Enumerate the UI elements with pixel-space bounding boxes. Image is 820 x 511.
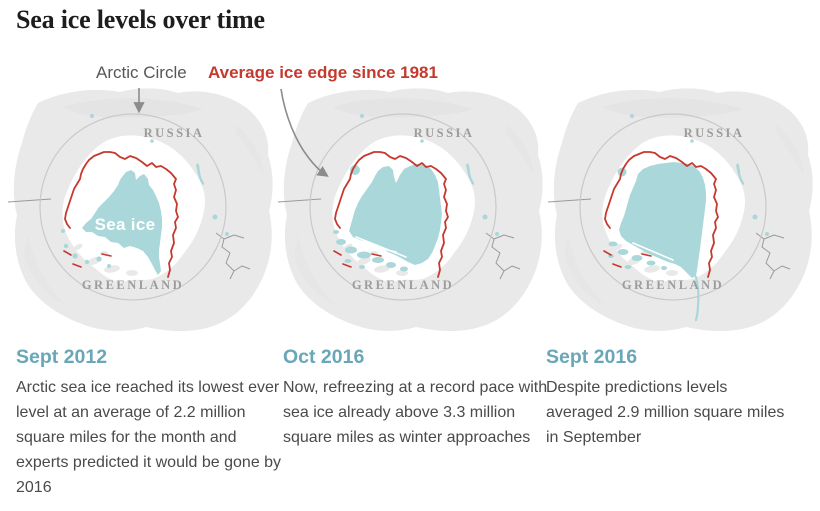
russia-label: RUSSIA <box>684 126 745 140</box>
caption-heading: Oct 2016 <box>283 346 365 368</box>
map-sept-2012: RUSSIA GREENLAND Sea ice <box>7 85 278 335</box>
map-sept-2016: RUSSIA GREENLAND <box>547 85 818 335</box>
page-title: Sea ice levels over time <box>16 5 265 34</box>
arctic-circle-label: Arctic Circle <box>96 63 187 82</box>
greenland-label: GREENLAND <box>622 278 724 292</box>
captions-row: Sept 2012 Arctic sea ice reached its low… <box>0 346 820 511</box>
avg-ice-edge-label: Average ice edge since 1981 <box>208 63 438 82</box>
greenland-label: GREENLAND <box>352 278 454 292</box>
caption-sept-2016: Sept 2016 Despite predictions levels ave… <box>546 346 790 451</box>
sea-ice-shape <box>608 162 706 322</box>
caption-sept-2012: Sept 2012 Arctic sea ice reached its low… <box>16 346 288 501</box>
caption-body: Arctic sea ice reached its lowest ever l… <box>16 379 282 497</box>
sea-ice-shape <box>61 170 162 275</box>
russia-label: RUSSIA <box>414 126 475 140</box>
map-oct-2016: RUSSIA GREENLAND <box>277 85 548 335</box>
caption-heading: Sept 2016 <box>546 346 638 368</box>
caption-heading: Sept 2012 <box>16 346 108 368</box>
russia-label: RUSSIA <box>144 126 205 140</box>
sea-ice-label: Sea ice <box>95 215 156 234</box>
greenland-label: GREENLAND <box>82 278 184 292</box>
caption-oct-2016: Oct 2016 Now, refreezing at a record pac… <box>283 346 549 451</box>
caption-body: Now, refreezing at a record pace with se… <box>283 379 548 447</box>
caption-body: Despite predictions levels averaged 2.9 … <box>546 379 785 447</box>
